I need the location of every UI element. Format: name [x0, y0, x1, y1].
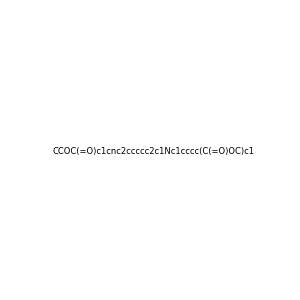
Text: CCOC(=O)c1cnc2ccccc2c1Nc1cccc(C(=O)OC)c1: CCOC(=O)c1cnc2ccccc2c1Nc1cccc(C(=O)OC)c1: [53, 147, 255, 156]
